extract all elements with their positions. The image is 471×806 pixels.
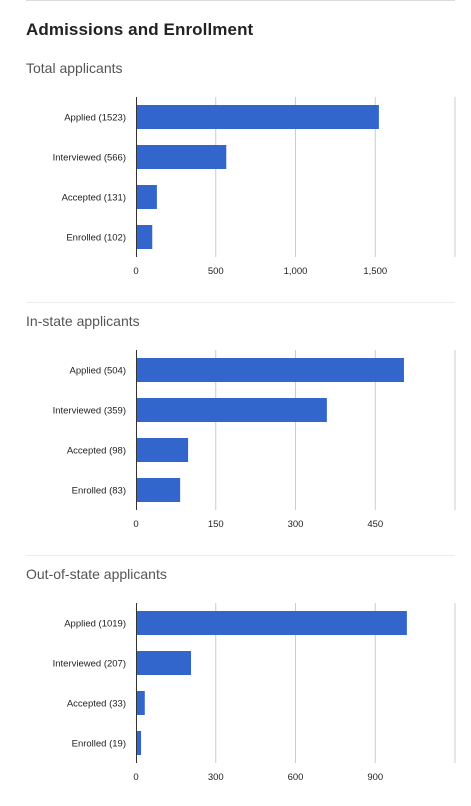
x-tick-label: 600 xyxy=(288,772,304,783)
section-divider xyxy=(26,302,455,303)
category-label: Accepted (98) xyxy=(67,446,126,457)
x-tick-label: 0 xyxy=(133,772,138,783)
bar xyxy=(136,185,157,209)
bar xyxy=(136,145,227,169)
section-divider xyxy=(26,555,455,556)
bar xyxy=(136,691,145,715)
category-label: Applied (1019) xyxy=(64,619,126,630)
category-label: Applied (504) xyxy=(69,366,126,377)
x-tick-label: 150 xyxy=(208,519,224,530)
bar xyxy=(136,438,189,462)
page-title: Admissions and Enrollment xyxy=(26,20,254,39)
chart-title: Total applicants xyxy=(26,60,123,76)
bar xyxy=(136,731,142,755)
bar xyxy=(136,398,327,422)
x-tick-label: 1,000 xyxy=(284,266,308,277)
chart-section-total: Total applicants Applied (1523) Interview… xyxy=(0,60,471,300)
bar xyxy=(136,225,153,249)
category-label: Interviewed (566) xyxy=(53,153,126,164)
bar xyxy=(136,105,379,129)
top-divider xyxy=(26,0,455,1)
x-tick-label: 0 xyxy=(133,519,138,530)
bar xyxy=(136,478,181,502)
category-label: Interviewed (207) xyxy=(53,659,126,670)
chart-title: In-state applicants xyxy=(26,313,140,329)
x-tick-label: 0 xyxy=(133,266,138,277)
category-label: Enrolled (102) xyxy=(66,233,126,244)
bar xyxy=(136,611,407,635)
category-label: Enrolled (19) xyxy=(72,739,126,750)
chart-section-out-of-state: Out-of-state applicants Applied (1019) In… xyxy=(0,566,471,806)
x-tick-label: 300 xyxy=(288,519,304,530)
category-label: Accepted (33) xyxy=(67,699,126,710)
bar-chart-in-state: Applied (504) Interviewed (359) Accepted (… xyxy=(53,350,456,530)
chart-title: Out-of-state applicants xyxy=(26,566,167,582)
bar-chart-total: Applied (1523) Interviewed (566) Accepted … xyxy=(53,97,456,277)
chart-section-in-state: In-state applicants Applied (504) Intervi… xyxy=(0,313,471,553)
x-tick-label: 450 xyxy=(367,519,383,530)
bar xyxy=(136,358,404,382)
bar xyxy=(136,651,192,675)
category-label: Enrolled (83) xyxy=(72,486,126,497)
category-label: Applied (1523) xyxy=(64,113,126,124)
category-label: Accepted (131) xyxy=(62,193,126,204)
bar-chart-out-of-state: Applied (1019) Interviewed (207) Accepted … xyxy=(53,603,456,783)
x-tick-label: 300 xyxy=(208,772,224,783)
x-tick-label: 900 xyxy=(367,772,383,783)
category-label: Interviewed (359) xyxy=(53,406,126,417)
x-tick-label: 1,500 xyxy=(363,266,387,277)
x-tick-label: 500 xyxy=(208,266,224,277)
